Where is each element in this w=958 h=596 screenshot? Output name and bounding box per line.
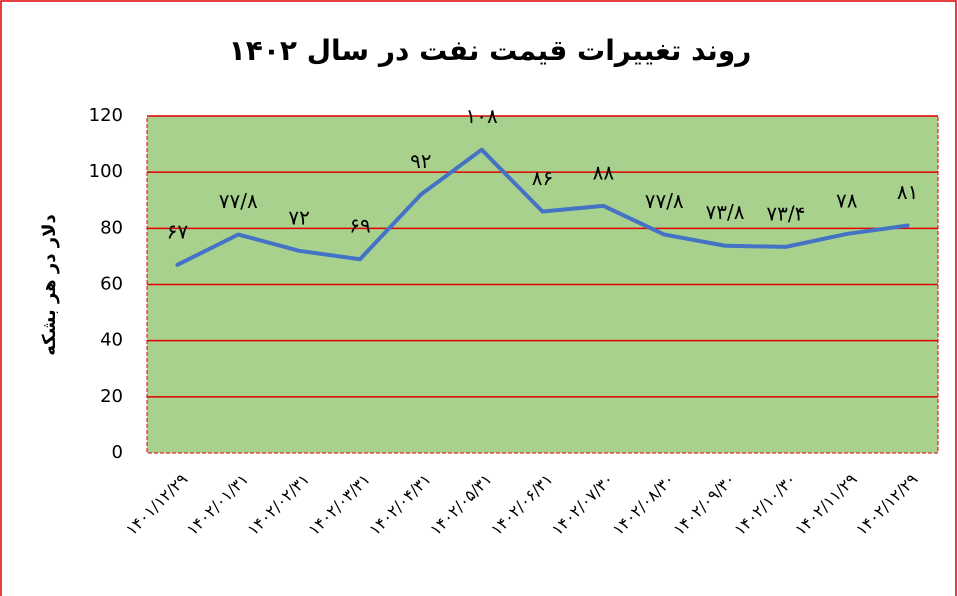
y-tick-label: 120	[89, 105, 123, 126]
data-label: ۸۸	[593, 160, 615, 184]
data-label: ۷۸	[836, 188, 858, 212]
data-label: ۷۲	[288, 205, 309, 229]
data-label: ۸۶	[532, 166, 553, 190]
line	[175, 147, 910, 267]
y-tick-label: 80	[100, 217, 123, 238]
data-label: ۸۱	[897, 180, 918, 204]
y-tick-label: 40	[100, 330, 123, 351]
data-label: ۷۷/۸	[219, 189, 258, 213]
y-tick-label: 20	[100, 386, 123, 407]
y-tick-label: 60	[100, 274, 123, 295]
data-label: ۱۰۸	[466, 104, 498, 128]
data-label: ۷۳/۸	[706, 200, 745, 224]
data-label: ۷۷/۸	[645, 189, 684, 213]
data-label: ۷۳/۴	[766, 201, 805, 225]
data-label: ۶۹	[349, 214, 370, 238]
y-axis-label: دلار در هر بشکه	[39, 214, 60, 356]
data-label: ۶۷	[167, 219, 189, 243]
y-tick-label: 100	[89, 161, 123, 182]
data-label: ۹۲	[410, 149, 431, 173]
y-tick-label: 0	[112, 442, 123, 463]
chart-title: روند تغییرات قیمت نفت در سال ۱۴۰۲	[229, 34, 752, 67]
